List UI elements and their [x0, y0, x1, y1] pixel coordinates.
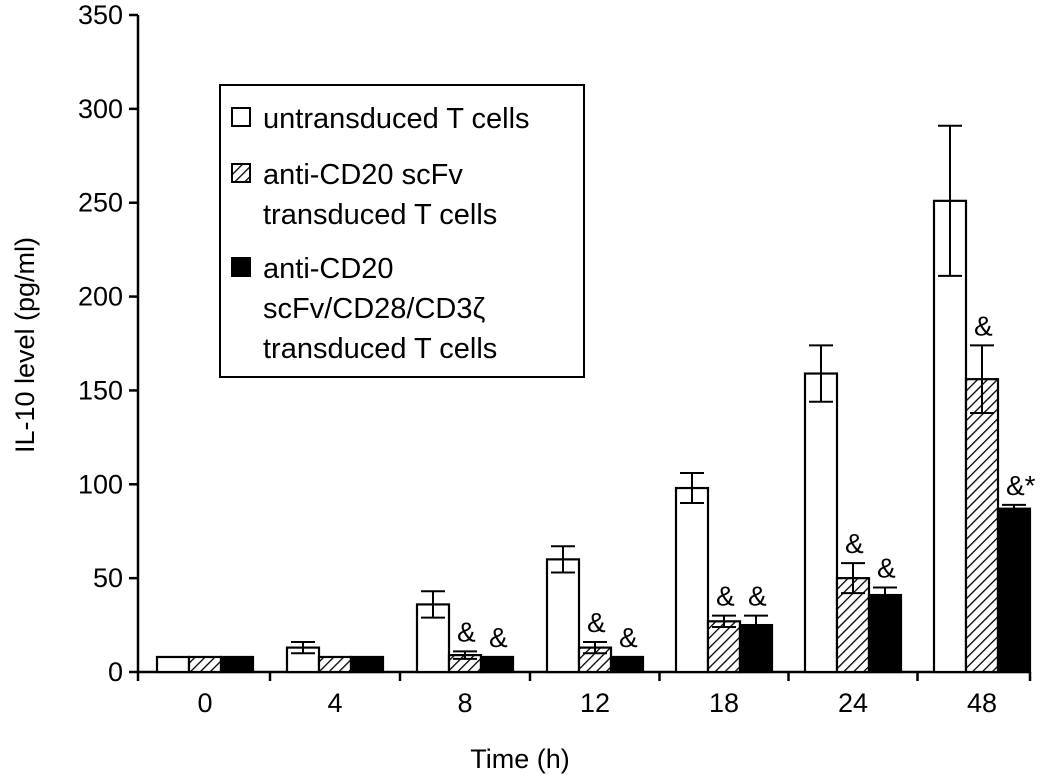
legend-swatch — [231, 163, 251, 183]
legend-label: anti-CD20 — [263, 253, 394, 285]
significance-mark: & — [587, 607, 606, 638]
x-tick-label: 12 — [580, 688, 610, 718]
significance-mark: & — [845, 528, 864, 559]
y-tick-label: 200 — [78, 282, 123, 312]
significance-mark: & — [489, 622, 508, 653]
significance-mark: &* — [1006, 470, 1036, 501]
legend-label: untransduced T cells — [263, 103, 530, 135]
x-tick-label: 18 — [709, 688, 739, 718]
bar — [964, 378, 1000, 674]
significance-mark: & — [716, 581, 735, 612]
legend-box — [219, 84, 585, 378]
significance-mark: & — [457, 616, 476, 647]
legend-label: anti-CD20 scFv — [263, 159, 463, 191]
bar — [996, 507, 1032, 674]
significance-mark: & — [974, 310, 993, 341]
x-tick-label: 48 — [967, 688, 997, 718]
bar — [706, 620, 742, 674]
significance-mark: & — [877, 553, 896, 584]
bar — [609, 655, 645, 674]
y-tick-label: 100 — [78, 469, 123, 499]
bars — [155, 124, 1032, 674]
bar — [674, 486, 710, 674]
legend-swatch — [231, 107, 251, 127]
bar — [479, 655, 515, 674]
y-tick-label: 300 — [78, 94, 123, 124]
x-tick-label: 24 — [838, 688, 868, 718]
legend-swatch — [231, 257, 251, 277]
bar — [803, 372, 839, 674]
x-tick-label: 4 — [327, 688, 342, 718]
significance-mark: & — [748, 581, 767, 612]
significance-mark: & — [619, 622, 638, 653]
bar — [317, 655, 353, 674]
significance-annotations: & & & && &&&&&* — [457, 310, 1036, 653]
bar — [219, 655, 255, 674]
x-tick-label: 8 — [457, 688, 472, 718]
x-tick-label: 0 — [197, 688, 212, 718]
y-tick-label: 0 — [108, 657, 123, 687]
bar — [187, 655, 223, 674]
bar — [932, 199, 968, 674]
legend-label: transduced T cells — [263, 199, 497, 231]
bar — [545, 558, 581, 674]
x-axis-title: Time (h) — [470, 744, 570, 774]
y-tick-label: 250 — [78, 188, 123, 218]
y-tick-label: 150 — [78, 375, 123, 405]
y-axis-title: IL-10 level (pg/ml) — [10, 237, 40, 453]
bar — [867, 593, 903, 674]
legend-label: scFv/CD28/CD3ζ — [263, 293, 485, 325]
legend-label: transduced T cells — [263, 333, 497, 365]
bar — [349, 655, 385, 674]
y-tick-label: 50 — [93, 563, 123, 593]
bar — [155, 655, 191, 674]
legend: untransduced T cells anti-CD20 scFv transd… — [219, 84, 585, 378]
y-tick-label: 350 — [78, 0, 123, 30]
